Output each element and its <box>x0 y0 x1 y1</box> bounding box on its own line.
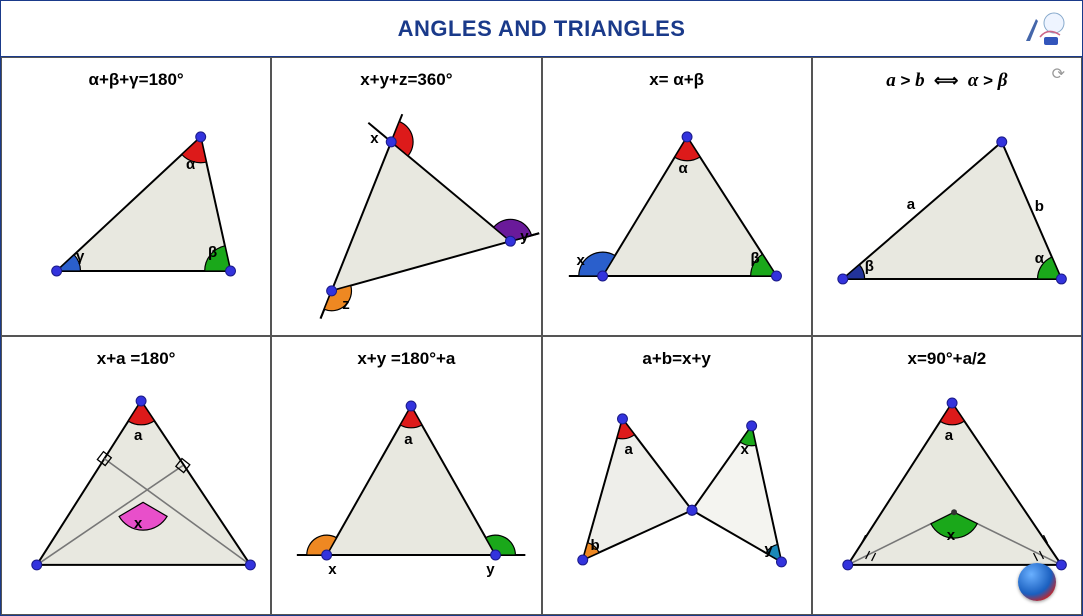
formula: a > b ⟺ α > β <box>813 70 1081 92</box>
formula: x+a =180° <box>2 349 270 369</box>
diagram-cell-7: a+b=x+yabxy <box>542 336 812 615</box>
refresh-icon[interactable]: ⟳ <box>1052 64 1065 84</box>
diagram-grid: α+β+γ=180°αβγx+y+z=360°xyzx= α+βαβxa > b… <box>1 57 1082 615</box>
formula: x=90°+a/2 <box>813 349 1081 369</box>
tools-badge-icon <box>1020 9 1068 49</box>
diagram-cell-5: x+a =180°xa <box>1 336 271 615</box>
diagram-cell-3: x= α+βαβx <box>542 57 812 336</box>
diagram-cell-6: x+y =180°+aaxy <box>271 336 541 615</box>
page-title: ANGLES AND TRIANGLES <box>398 16 686 42</box>
diagram-cell-4: a > b ⟺ α > βαβab <box>812 57 1082 336</box>
diagram-cell-1: α+β+γ=180°αβγ <box>1 57 271 336</box>
header: ANGLES AND TRIANGLES <box>1 1 1082 57</box>
globe-badge-icon <box>1018 563 1056 601</box>
formula: x+y+z=360° <box>272 70 540 90</box>
formula: a+b=x+y <box>543 349 811 369</box>
formula: x+y =180°+a <box>272 349 540 369</box>
formula: α+β+γ=180° <box>2 70 270 90</box>
diagram-cell-2: x+y+z=360°xyz <box>271 57 541 336</box>
formula: x= α+β <box>543 70 811 90</box>
